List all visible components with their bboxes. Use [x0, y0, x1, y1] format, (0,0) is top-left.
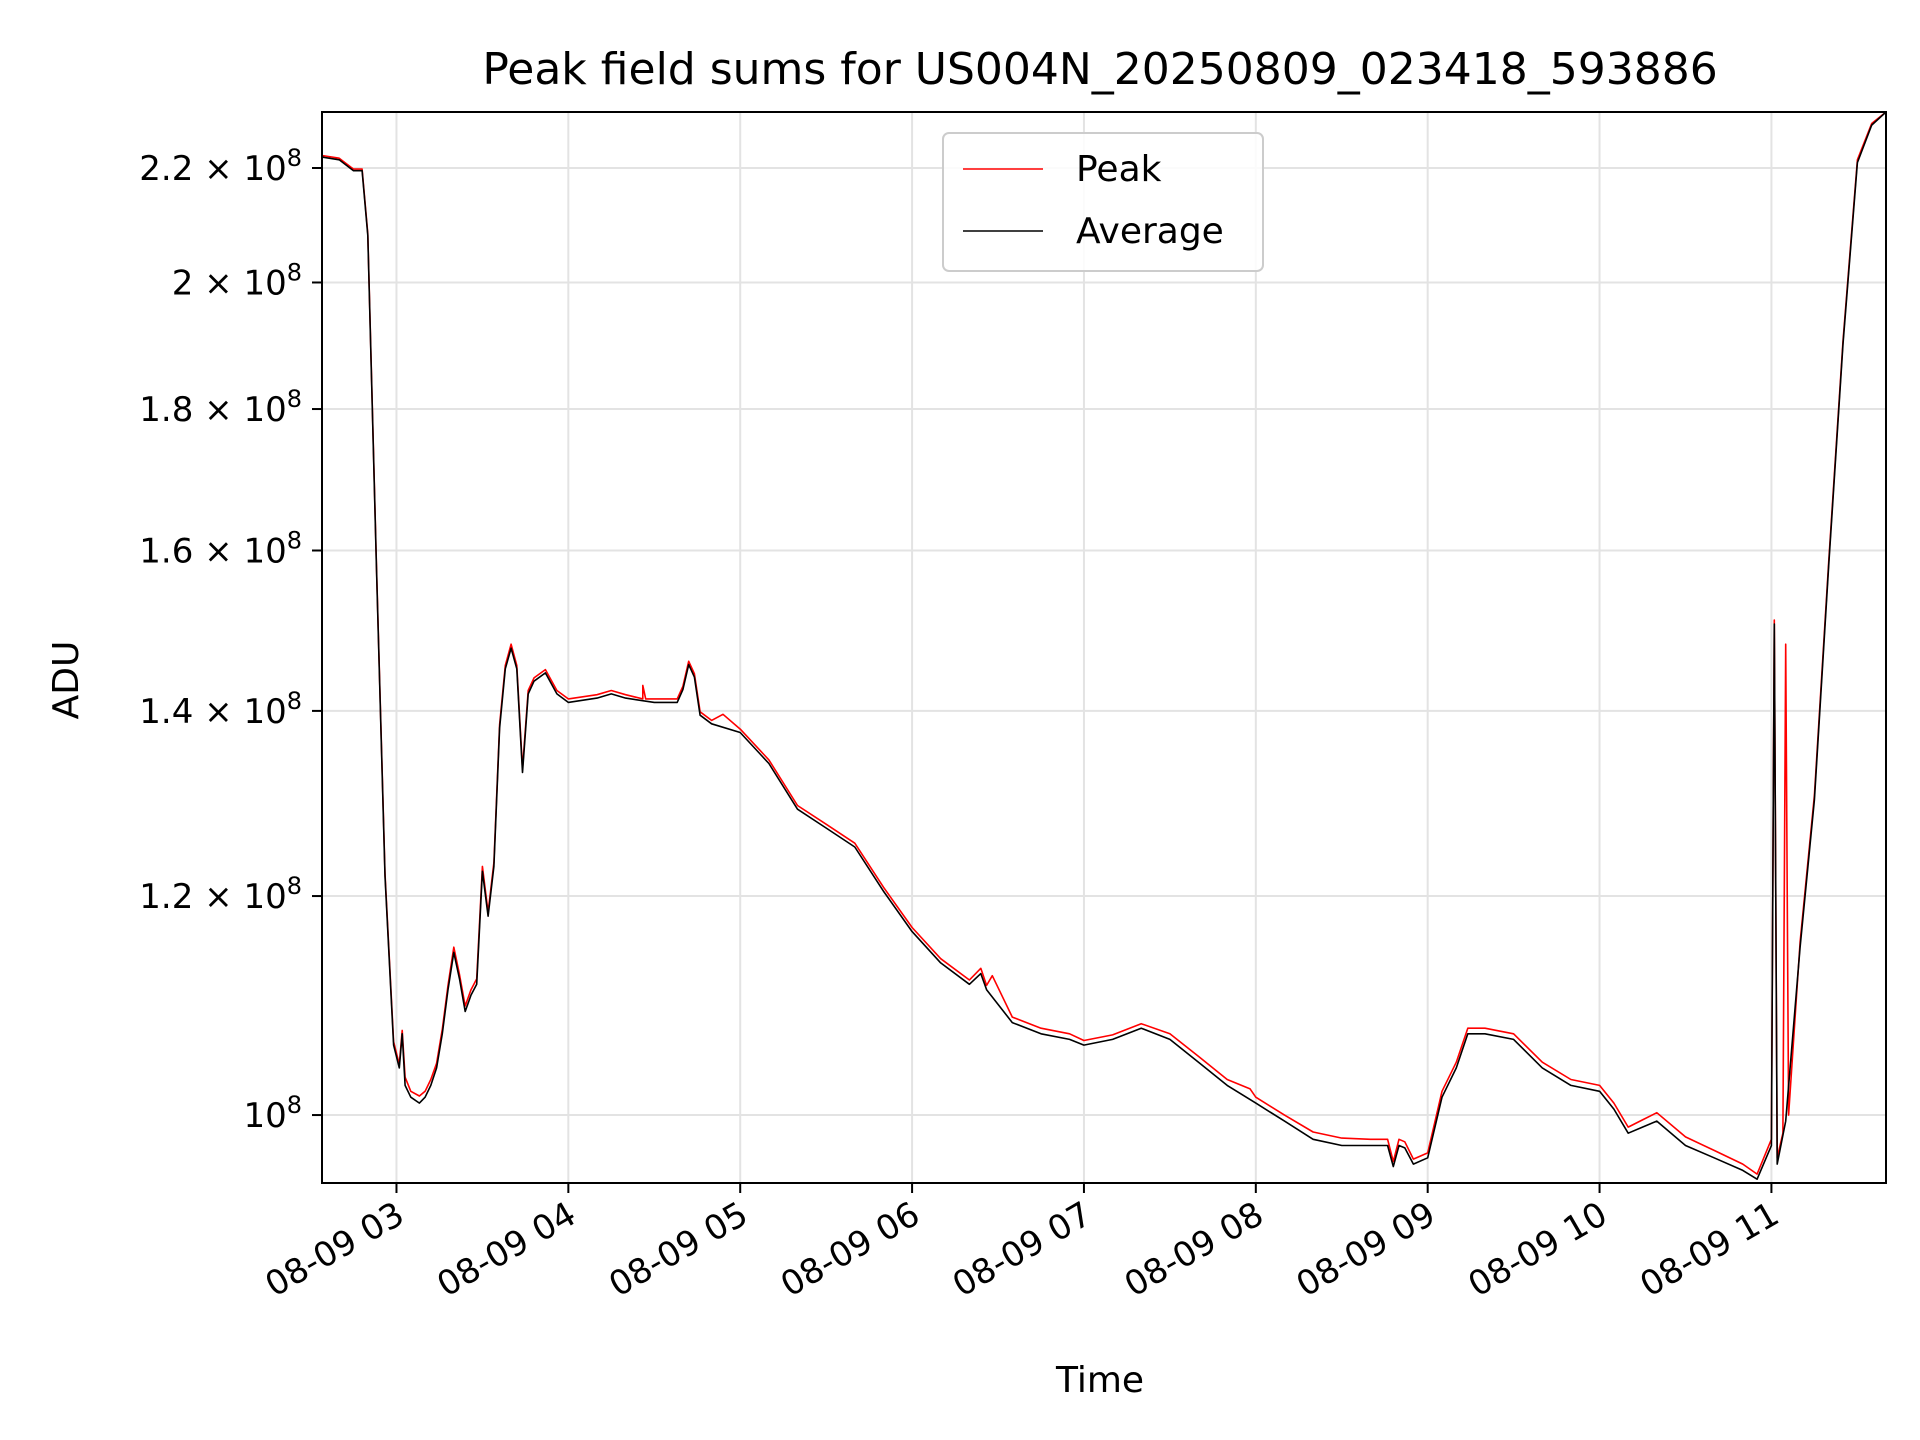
y-tick-mantissa: 10	[243, 1096, 286, 1136]
series-line-peak	[322, 112, 1886, 1175]
legend-label-peak: Peak	[1076, 149, 1162, 190]
y-tick-label: 108	[243, 1091, 302, 1136]
y-tick-label: 1.8 × 108	[139, 385, 302, 430]
y-tick-mantissa: 2.2 × 10	[139, 149, 286, 189]
plot-frame	[321, 111, 1887, 1184]
series-layer	[322, 112, 1886, 1180]
grid-layer	[322, 112, 1886, 1183]
y-tick-mantissa: 1.4 × 10	[139, 692, 286, 732]
y-tick-mantissa: 1.8 × 10	[139, 390, 286, 430]
y-tick-mantissa: 2 × 10	[172, 263, 287, 303]
y-tick-label: 1.2 × 108	[139, 872, 302, 917]
y-axis-label: ADU	[46, 641, 87, 720]
x-axis-label: Time	[1055, 1360, 1144, 1401]
y-tick-exponent: 8	[287, 258, 302, 286]
y-tick-exponent: 8	[287, 144, 302, 172]
legend-box	[942, 132, 1264, 272]
y-tick-mantissa: 1.2 × 10	[139, 877, 286, 917]
y-tick-label: 1.4 × 108	[139, 687, 302, 732]
y-tick-exponent: 8	[287, 687, 302, 715]
y-tick-mantissa: 1.6 × 10	[139, 532, 286, 572]
y-tick-exponent: 8	[287, 527, 302, 555]
y-tick-exponent: 8	[287, 872, 302, 900]
y-tick-exponent: 8	[287, 385, 302, 413]
chart-title: Peak field sums for US004N_20250809_0234…	[482, 44, 1717, 95]
series-line-average	[322, 112, 1886, 1180]
legend-label-average: Average	[1076, 211, 1224, 252]
y-tick-label: 2.2 × 108	[139, 144, 302, 189]
y-tick-label: 2 × 108	[172, 258, 302, 303]
y-tick-label: 1.6 × 108	[139, 527, 302, 572]
y-tick-exponent: 8	[287, 1091, 302, 1119]
legend: Peak Average	[942, 132, 1264, 272]
